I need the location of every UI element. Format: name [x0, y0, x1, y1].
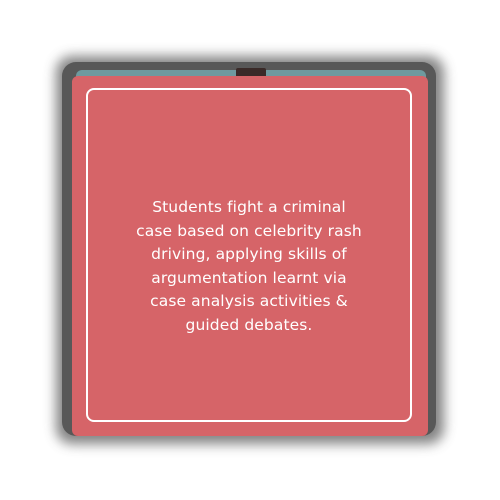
card-inner-frame	[86, 88, 412, 422]
card-text-line: Students fight a criminal	[152, 198, 346, 216]
card-front	[72, 76, 428, 436]
card-text-line: guided debates.	[185, 315, 313, 334]
card-text-line: driving, applying skills of	[151, 245, 347, 263]
card-tab-notch	[236, 68, 266, 78]
card-text-line: argumentation learnt via	[151, 268, 347, 287]
card-text-line: case analysis activities &	[150, 292, 348, 310]
card-description: Students fight a criminal case based on …	[86, 196, 412, 337]
card-text-line: case based on celebrity rash	[136, 221, 362, 240]
